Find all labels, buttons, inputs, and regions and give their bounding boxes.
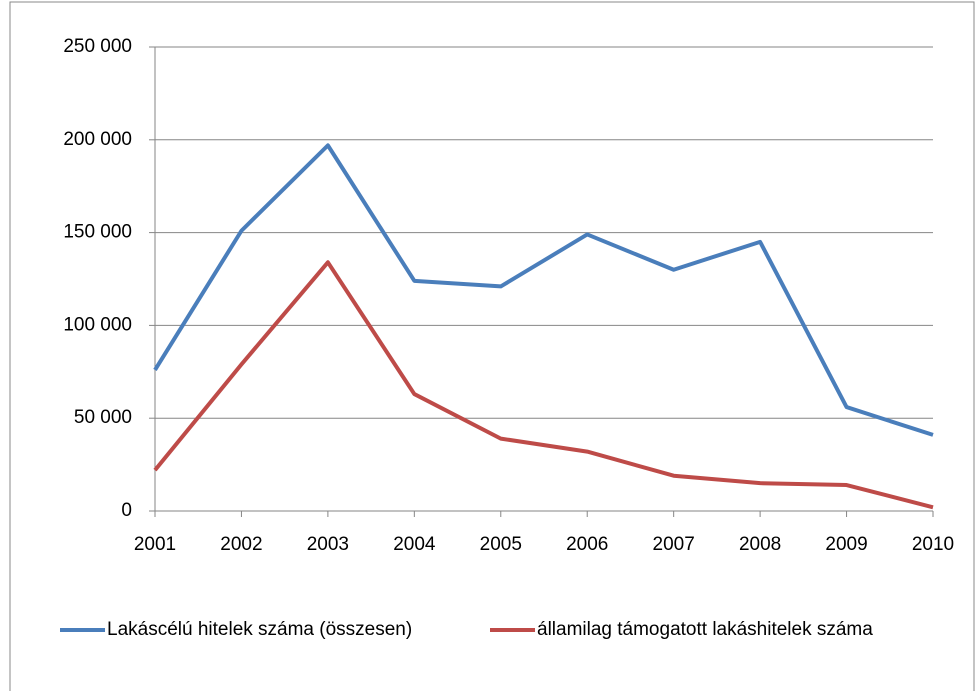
y-tick-label: 150 000 — [63, 222, 132, 243]
x-tick-label: 2006 — [566, 534, 608, 555]
y-tick-label: 0 — [121, 500, 132, 521]
series-line — [153, 260, 934, 510]
x-tick-label: 2001 — [134, 534, 176, 555]
x-tick-label: 2004 — [393, 534, 436, 555]
legend-label: Lakáscélú hitelek száma (összesen) — [107, 619, 412, 640]
x-tick-label: 2002 — [220, 534, 262, 555]
y-tick-label: 250 000 — [63, 36, 132, 57]
x-tick-label: 2010 — [912, 534, 954, 555]
x-tick-label: 2007 — [653, 534, 695, 555]
x-tick-label: 2005 — [480, 534, 522, 555]
x-tick-label: 2009 — [825, 534, 867, 555]
series-line — [153, 143, 934, 437]
y-tick-label: 50 000 — [74, 407, 132, 428]
x-tick-label: 2003 — [307, 534, 349, 555]
x-tick-label: 2008 — [739, 534, 781, 555]
legend-label: államilag támogatott lakáshitelek száma — [537, 619, 873, 640]
y-tick-label: 200 000 — [63, 129, 132, 150]
y-tick-label: 100 000 — [63, 314, 132, 335]
